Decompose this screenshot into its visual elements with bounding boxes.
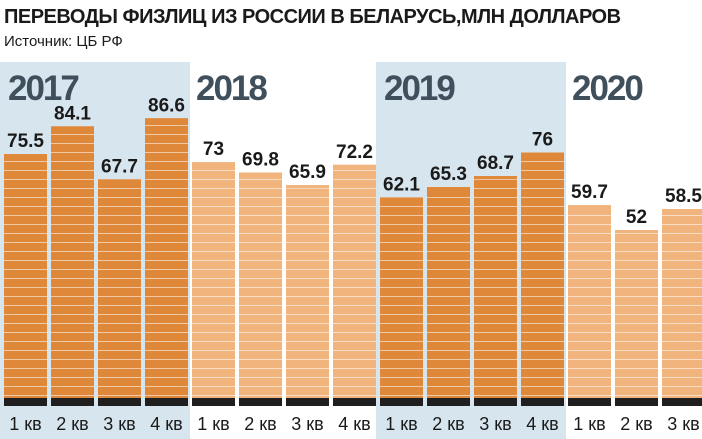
value-label-2019-q3: 68.7 bbox=[477, 153, 514, 174]
value-label-2019-q1: 62.1 bbox=[383, 174, 420, 195]
bar-cap-2019-q3 bbox=[474, 176, 517, 180]
value-label-2020-q3: 58.5 bbox=[665, 186, 702, 207]
quarter-label-2018-q3: 3 кв bbox=[291, 414, 323, 434]
quarter-label-2017-q1: 1 кв bbox=[9, 414, 41, 434]
value-label-2017-q3: 67.7 bbox=[101, 156, 138, 177]
value-label-2019-q4: 76 bbox=[532, 130, 553, 151]
bar-cap-2017-q3 bbox=[98, 179, 141, 183]
bar-base-2018-q2 bbox=[239, 398, 282, 406]
quarter-label-2018-q1: 1 кв bbox=[197, 414, 229, 434]
value-label-2020-q1: 59.7 bbox=[571, 182, 608, 203]
bar-cap-2020-q1 bbox=[568, 205, 611, 209]
quarter-label-2018-q2: 2 кв bbox=[244, 414, 276, 434]
bar-base-2017-q3 bbox=[98, 398, 141, 406]
bar-cap-2019-q1 bbox=[380, 197, 423, 201]
bar-2019-q3 bbox=[474, 176, 517, 398]
value-label-2017-q4: 86.6 bbox=[148, 95, 185, 116]
bar-cap-2020-q2 bbox=[615, 230, 658, 234]
bar-base-2019-q3 bbox=[474, 398, 517, 406]
quarter-label-2017-q4: 4 кв bbox=[150, 414, 182, 434]
value-label-2018-q3: 65.9 bbox=[289, 162, 326, 183]
quarter-label-2019-q3: 3 кв bbox=[479, 414, 511, 434]
quarter-label-2017-q2: 2 кв bbox=[56, 414, 88, 434]
bar-cap-2018-q2 bbox=[239, 172, 282, 176]
bar-2017-q4 bbox=[145, 118, 188, 399]
bar-2017-q1 bbox=[4, 154, 47, 398]
bar-cap-2018-q4 bbox=[333, 164, 376, 168]
value-label-2017-q2: 84.1 bbox=[54, 103, 91, 124]
bar-base-2017-q1 bbox=[4, 398, 47, 406]
bar-base-2018-q4 bbox=[333, 398, 376, 406]
year-label-2018: 2018 bbox=[196, 69, 267, 108]
quarter-label-2019-q2: 2 кв bbox=[432, 414, 464, 434]
bar-cap-2017-q2 bbox=[51, 126, 94, 130]
bar-base-2020-q1 bbox=[568, 398, 611, 406]
bar-base-2019-q1 bbox=[380, 398, 423, 406]
chart-title: ПЕРЕВОДЫ ФИЗЛИЦ ИЗ РОССИИ В БЕЛАРУСЬ,МЛН… bbox=[4, 6, 621, 28]
quarter-label-2019-q4: 4 кв bbox=[526, 414, 558, 434]
bar-cap-2018-q1 bbox=[192, 162, 235, 166]
quarter-label-2018-q4: 4 кв bbox=[338, 414, 370, 434]
bar-base-2019-q2 bbox=[427, 398, 470, 406]
chart-source: Источник: ЦБ РФ bbox=[4, 33, 123, 50]
value-label-2020-q2: 52 bbox=[626, 207, 647, 228]
bar-2019-q4 bbox=[521, 152, 564, 398]
bar-2020-q2 bbox=[615, 230, 658, 398]
bar-base-2018-q1 bbox=[192, 398, 235, 406]
bar-base-2020-q3 bbox=[662, 398, 702, 406]
value-label-2018-q4: 72.2 bbox=[336, 142, 373, 163]
bar-base-2020-q2 bbox=[615, 398, 658, 406]
year-label-2019: 2019 bbox=[384, 69, 455, 108]
bar-2018-q1 bbox=[192, 162, 235, 398]
value-label-2018-q2: 69.8 bbox=[242, 150, 279, 171]
value-label-2019-q2: 65.3 bbox=[430, 164, 467, 185]
bar-base-2019-q4 bbox=[521, 398, 564, 406]
bar-2017-q2 bbox=[51, 126, 94, 399]
quarter-label-2017-q3: 3 кв bbox=[103, 414, 135, 434]
bar-cap-2017-q4 bbox=[145, 118, 188, 122]
year-label-2017: 2017 bbox=[8, 69, 78, 108]
bar-2019-q1 bbox=[380, 197, 423, 398]
bar-2018-q2 bbox=[239, 172, 282, 398]
bar-cap-2017-q1 bbox=[4, 154, 47, 158]
quarter-label-2020-q3: 3 кв bbox=[667, 414, 699, 434]
bar-2018-q4 bbox=[333, 164, 376, 398]
bar-2020-q1 bbox=[568, 205, 611, 398]
bar-cap-2018-q3 bbox=[286, 185, 329, 189]
bar-2019-q2 bbox=[427, 187, 470, 398]
bar-cap-2019-q4 bbox=[521, 152, 564, 156]
quarter-label-2019-q1: 1 кв bbox=[385, 414, 417, 434]
bar-2020-q3 bbox=[662, 209, 702, 398]
quarter-label-2020-q2: 2 кв bbox=[620, 414, 652, 434]
quarter-label-2020-q1: 1 кв bbox=[573, 414, 605, 434]
value-label-2017-q1: 75.5 bbox=[7, 131, 44, 152]
bar-2018-q3 bbox=[286, 185, 329, 398]
bar-cap-2019-q2 bbox=[427, 187, 470, 191]
bar-2017-q3 bbox=[98, 179, 141, 398]
bar-cap-2020-q3 bbox=[662, 209, 702, 213]
bar-base-2017-q2 bbox=[51, 398, 94, 406]
year-label-2020: 2020 bbox=[572, 69, 643, 108]
bar-base-2017-q4 bbox=[145, 398, 188, 406]
bar-base-2018-q3 bbox=[286, 398, 329, 406]
value-label-2018-q1: 73 bbox=[203, 139, 224, 160]
